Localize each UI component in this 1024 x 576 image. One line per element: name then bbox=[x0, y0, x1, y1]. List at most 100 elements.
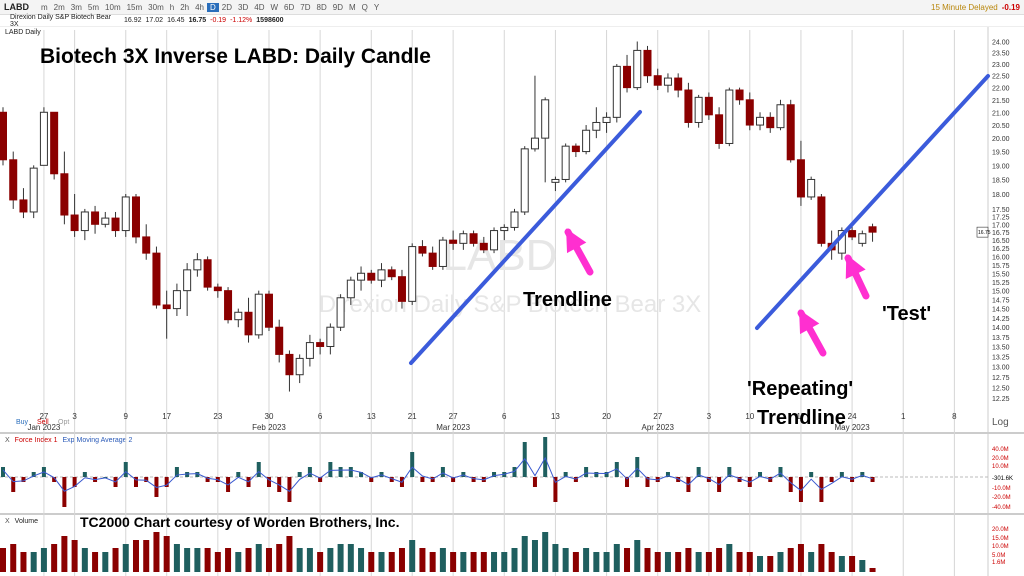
force-bar bbox=[625, 477, 630, 487]
candle-body bbox=[449, 239, 458, 244]
timeframe-h-button[interactable]: h bbox=[169, 2, 175, 12]
timeframe-m-button[interactable]: m bbox=[41, 2, 48, 12]
volume-bar bbox=[869, 568, 876, 572]
candle-body bbox=[490, 230, 499, 251]
volume-bar bbox=[173, 544, 180, 572]
volume-bar bbox=[143, 540, 150, 572]
timeframe-9d-button[interactable]: 9D bbox=[332, 2, 343, 12]
candle-body bbox=[203, 259, 212, 288]
log-scale-toggle[interactable]: Log bbox=[992, 417, 1009, 428]
x-tick-label: 1 bbox=[901, 412, 906, 421]
volume-bar bbox=[327, 548, 334, 572]
candle-body bbox=[561, 145, 570, 180]
quote-name: Direxion Daily S&P Biotech Bear 3X bbox=[10, 13, 112, 28]
volume-label[interactable]: Volume bbox=[14, 518, 39, 525]
price-panel-label[interactable]: LABD Daily bbox=[5, 29, 41, 36]
candle-body bbox=[684, 89, 693, 123]
ema-label[interactable]: Exp Moving Average 2 bbox=[62, 437, 133, 444]
timeframe-7d-button[interactable]: 7D bbox=[300, 2, 311, 12]
candle-body bbox=[80, 211, 89, 232]
candle-body bbox=[633, 49, 642, 89]
volume-bar bbox=[818, 544, 825, 572]
candle-body bbox=[418, 246, 427, 254]
candle-body bbox=[479, 242, 488, 251]
candle-body bbox=[111, 217, 120, 232]
price-tag-label: 16.75 bbox=[978, 230, 991, 236]
arrow-repeating-head bbox=[799, 309, 820, 335]
y-tick-label: 14.50 bbox=[992, 307, 1010, 314]
y-tick-label: 17.50 bbox=[992, 207, 1010, 214]
force-bar bbox=[706, 477, 711, 482]
trade-buy-button[interactable]: Buy bbox=[16, 419, 29, 426]
candle-body bbox=[316, 342, 325, 347]
symbol-input[interactable]: LABD bbox=[4, 2, 29, 12]
trade-opt-button[interactable]: Opt bbox=[58, 419, 69, 426]
volume-bar bbox=[460, 552, 467, 572]
volume-bar bbox=[102, 552, 109, 572]
volume-bar bbox=[491, 552, 498, 572]
volume-bar bbox=[388, 552, 395, 572]
timeframe-m-button[interactable]: M bbox=[348, 2, 356, 12]
chart-title: Biotech 3X Inverse LABD: Daily Candle bbox=[40, 45, 431, 68]
timeframe-6d-button[interactable]: 6D bbox=[284, 2, 295, 12]
y-tick-label: 21.00 bbox=[992, 110, 1010, 117]
force-axis-label: -301.6K bbox=[992, 476, 1013, 482]
candle-body bbox=[408, 246, 417, 302]
y-tick-label: 17.25 bbox=[992, 215, 1010, 222]
volume-bar bbox=[30, 552, 37, 572]
y-tick-label: 12.25 bbox=[992, 396, 1010, 403]
candle-body bbox=[357, 272, 366, 281]
timeframe-4d-button[interactable]: 4D bbox=[254, 2, 265, 12]
force-bar bbox=[369, 477, 374, 482]
force-bar bbox=[133, 477, 138, 487]
volume-bar bbox=[132, 540, 139, 572]
timeframe-3d-button[interactable]: 3D bbox=[238, 2, 249, 12]
volume-bar bbox=[296, 548, 303, 572]
timeframe-d-button[interactable]: D bbox=[207, 2, 219, 12]
x-tick-label: 30 bbox=[265, 412, 274, 421]
timeframe-4h-button[interactable]: 4h bbox=[195, 2, 204, 12]
timeframe-w-button[interactable]: W bbox=[270, 2, 279, 12]
force-close-icon[interactable]: X bbox=[5, 437, 10, 444]
volume-bar bbox=[777, 552, 784, 572]
force-bar bbox=[440, 467, 445, 477]
timeframe-10m-button[interactable]: 10m bbox=[105, 2, 121, 12]
force-bar bbox=[123, 462, 128, 477]
y-tick-label: 13.25 bbox=[992, 354, 1010, 361]
x-month-label: Jan 2023 bbox=[27, 423, 60, 432]
candle-body bbox=[285, 353, 294, 376]
x-tick-label: 9 bbox=[124, 412, 129, 421]
timeframe-3m-button[interactable]: 3m bbox=[70, 2, 82, 12]
candle-body bbox=[39, 111, 48, 166]
volume-bar bbox=[470, 552, 477, 572]
timeframe-15m-button[interactable]: 15m bbox=[126, 2, 143, 12]
candle-body bbox=[142, 236, 151, 254]
force-index-label[interactable]: Force Index 1 bbox=[14, 437, 58, 444]
volume-bar bbox=[542, 532, 549, 572]
force-axis-label: -10.0M bbox=[992, 486, 1011, 492]
volume-bar bbox=[716, 548, 723, 572]
timeframe-2d-button[interactable]: 2D bbox=[221, 2, 233, 12]
volume-close-icon[interactable]: X bbox=[5, 518, 10, 525]
volume-panel-header: X Volume bbox=[0, 516, 38, 527]
volume-bar bbox=[10, 544, 17, 572]
volume-bar bbox=[71, 540, 78, 572]
x-tick-label: 6 bbox=[502, 412, 507, 421]
volume-bar bbox=[214, 552, 221, 572]
timeframe-8d-button[interactable]: 8D bbox=[316, 2, 327, 12]
timeframe-5m-button[interactable]: 5m bbox=[87, 2, 100, 12]
timeframe-y-button[interactable]: Y bbox=[373, 2, 380, 12]
timeframe-q-button[interactable]: Q bbox=[361, 2, 368, 12]
trade-sell-button[interactable]: Sell bbox=[37, 419, 49, 426]
timeframe-30m-button[interactable]: 30m bbox=[148, 2, 164, 12]
volume-bar bbox=[531, 540, 538, 572]
force-bar bbox=[604, 472, 609, 477]
volume-bar bbox=[347, 544, 354, 572]
timeframe-2h-button[interactable]: 2h bbox=[180, 2, 190, 12]
candle-body bbox=[704, 96, 713, 116]
candle-body bbox=[305, 342, 314, 359]
timeframe-2m-button[interactable]: 2m bbox=[53, 2, 65, 12]
trendline-2 bbox=[755, 74, 990, 330]
force-bar bbox=[512, 467, 517, 477]
